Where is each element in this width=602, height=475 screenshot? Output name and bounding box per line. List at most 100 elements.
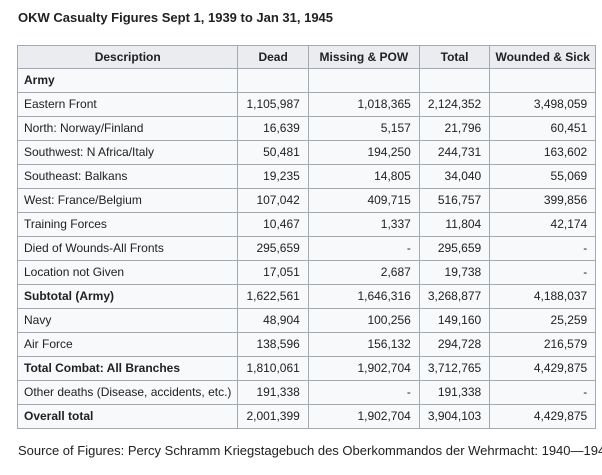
column-header-wounded-sick: Wounded & Sick	[489, 45, 597, 69]
missing-pow-cell: -	[307, 236, 420, 261]
table-row-army-section: Army	[16, 68, 597, 93]
total-cell: 191,338	[418, 380, 491, 405]
column-header-missing-pow: Missing & POW	[307, 45, 420, 69]
dead-cell: 10,467	[237, 212, 309, 237]
description-cell: West: France/Belgium	[16, 188, 239, 213]
dead-cell: 17,051	[237, 260, 309, 285]
missing-pow-cell: 1,902,704	[307, 356, 420, 381]
wounded-sick-cell: 4,429,875	[489, 404, 597, 429]
total-cell: 19,738	[418, 260, 491, 285]
total-cell: 2,124,352	[418, 92, 491, 117]
description-cell: Other deaths (Disease, accidents, etc.)	[16, 380, 239, 405]
missing-pow-cell: 5,157	[307, 116, 420, 141]
description-cell: Died of Wounds-All Fronts	[16, 236, 239, 261]
description-cell: Location not Given	[16, 260, 239, 285]
table-row-southwest: Southwest: N Africa/Italy 50,481 194,250…	[16, 140, 597, 165]
column-header-description: Description	[16, 45, 239, 69]
dead-cell: 19,235	[237, 164, 309, 189]
wounded-sick-cell: 399,856	[489, 188, 597, 213]
page-title: OKW Casualty Figures Sept 1, 1939 to Jan…	[18, 10, 334, 25]
dead-cell: 1,810,061	[237, 356, 309, 381]
missing-pow-cell: 156,132	[307, 332, 420, 357]
description-cell: Southwest: N Africa/Italy	[16, 140, 239, 165]
missing-pow-cell: 1,902,704	[307, 404, 420, 429]
description-cell: Total Combat: All Branches	[16, 356, 239, 381]
wounded-sick-cell: 163,602	[489, 140, 597, 165]
wounded-sick-cell: 216,579	[489, 332, 597, 357]
missing-pow-cell: 194,250	[307, 140, 420, 165]
missing-pow-cell: 1,337	[307, 212, 420, 237]
table-row-subtotal-army: Subtotal (Army) 1,622,561 1,646,316 3,26…	[16, 284, 597, 309]
table-row-west: West: France/Belgium 107,042 409,715 516…	[16, 188, 597, 213]
total-cell: 244,731	[418, 140, 491, 165]
wounded-sick-cell: -	[489, 260, 597, 285]
dead-cell: 138,596	[237, 332, 309, 357]
dead-cell: 50,481	[237, 140, 309, 165]
wounded-sick-cell: 4,429,875	[489, 356, 597, 381]
table-row-died-of-wounds: Died of Wounds-All Fronts 295,659 - 295,…	[16, 236, 597, 261]
table-row-total-combat: Total Combat: All Branches 1,810,061 1,9…	[16, 356, 597, 381]
table-row-training-forces: Training Forces 10,467 1,337 11,804 42,1…	[16, 212, 597, 237]
total-cell: 3,904,103	[418, 404, 491, 429]
missing-pow-cell	[307, 68, 420, 93]
table-row-overall-total: Overall total 2,001,399 1,902,704 3,904,…	[16, 404, 597, 429]
dead-cell: 1,622,561	[237, 284, 309, 309]
total-cell: 295,659	[418, 236, 491, 261]
wounded-sick-cell: -	[489, 380, 597, 405]
wounded-sick-cell: 3,498,059	[489, 92, 597, 117]
description-cell: Army	[16, 68, 239, 93]
wounded-sick-cell: -	[489, 236, 597, 261]
dead-cell: 1,105,987	[237, 92, 309, 117]
total-cell: 3,268,877	[418, 284, 491, 309]
missing-pow-cell: 100,256	[307, 308, 420, 333]
total-cell: 149,160	[418, 308, 491, 333]
dead-cell: 48,904	[237, 308, 309, 333]
missing-pow-cell: 2,687	[307, 260, 420, 285]
total-cell: 34,040	[418, 164, 491, 189]
description-cell: Navy	[16, 308, 239, 333]
total-cell: 3,712,765	[418, 356, 491, 381]
table-row-navy: Navy 48,904 100,256 149,160 25,259	[16, 308, 597, 333]
casualty-table: Description Dead Missing & POW Total Wou…	[16, 45, 597, 429]
wounded-sick-cell	[489, 68, 597, 93]
description-cell: Overall total	[16, 404, 239, 429]
missing-pow-cell: -	[307, 380, 420, 405]
dead-cell: 107,042	[237, 188, 309, 213]
dead-cell	[237, 68, 309, 93]
dead-cell: 191,338	[237, 380, 309, 405]
total-cell: 21,796	[418, 116, 491, 141]
wounded-sick-cell: 60,451	[489, 116, 597, 141]
column-header-total: Total	[418, 45, 491, 69]
description-cell: Air Force	[16, 332, 239, 357]
missing-pow-cell: 409,715	[307, 188, 420, 213]
wounded-sick-cell: 55,069	[489, 164, 597, 189]
missing-pow-cell: 1,646,316	[307, 284, 420, 309]
dead-cell: 2,001,399	[237, 404, 309, 429]
dead-cell: 295,659	[237, 236, 309, 261]
total-cell: 516,757	[418, 188, 491, 213]
description-cell: Eastern Front	[16, 92, 239, 117]
wounded-sick-cell: 4,188,037	[489, 284, 597, 309]
wounded-sick-cell: 25,259	[489, 308, 597, 333]
dead-cell: 16,639	[237, 116, 309, 141]
description-cell: North: Norway/Finland	[16, 116, 239, 141]
description-cell: Training Forces	[16, 212, 239, 237]
description-cell: Subtotal (Army)	[16, 284, 239, 309]
table-row-location-not-given: Location not Given 17,051 2,687 19,738 -	[16, 260, 597, 285]
source-note: Source of Figures: Percy Schramm Kriegst…	[18, 443, 602, 458]
column-header-dead: Dead	[237, 45, 309, 69]
table-row-eastern-front: Eastern Front 1,105,987 1,018,365 2,124,…	[16, 92, 597, 117]
total-cell	[418, 68, 491, 93]
missing-pow-cell: 14,805	[307, 164, 420, 189]
wounded-sick-cell: 42,174	[489, 212, 597, 237]
table-row-north: North: Norway/Finland 16,639 5,157 21,79…	[16, 116, 597, 141]
page: OKW Casualty Figures Sept 1, 1939 to Jan…	[16, 10, 602, 458]
table-row-air-force: Air Force 138,596 156,132 294,728 216,57…	[16, 332, 597, 357]
missing-pow-cell: 1,018,365	[307, 92, 420, 117]
total-cell: 294,728	[418, 332, 491, 357]
description-cell: Southeast: Balkans	[16, 164, 239, 189]
table-row-other-deaths: Other deaths (Disease, accidents, etc.) …	[16, 380, 597, 405]
table-row-southeast: Southeast: Balkans 19,235 14,805 34,040 …	[16, 164, 597, 189]
table-header-row: Description Dead Missing & POW Total Wou…	[16, 45, 597, 69]
total-cell: 11,804	[418, 212, 491, 237]
